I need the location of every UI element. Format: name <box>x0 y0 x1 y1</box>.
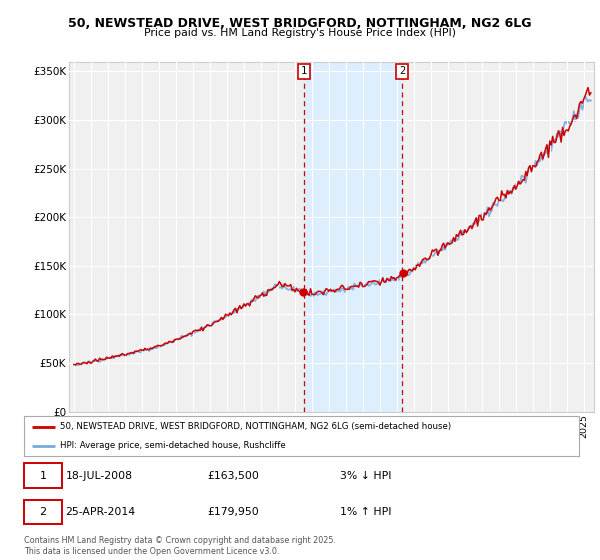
Text: Price paid vs. HM Land Registry's House Price Index (HPI): Price paid vs. HM Land Registry's House … <box>144 28 456 38</box>
Text: Contains HM Land Registry data © Crown copyright and database right 2025.
This d: Contains HM Land Registry data © Crown c… <box>24 536 336 556</box>
Text: £163,500: £163,500 <box>207 470 259 480</box>
Text: 2: 2 <box>399 67 406 77</box>
Text: 50, NEWSTEAD DRIVE, WEST BRIDGFORD, NOTTINGHAM, NG2 6LG: 50, NEWSTEAD DRIVE, WEST BRIDGFORD, NOTT… <box>68 17 532 30</box>
Text: 2: 2 <box>40 507 46 517</box>
Text: 1: 1 <box>301 67 307 77</box>
FancyBboxPatch shape <box>24 500 62 524</box>
Text: 1% ↑ HPI: 1% ↑ HPI <box>340 507 392 517</box>
Text: 3% ↓ HPI: 3% ↓ HPI <box>340 470 392 480</box>
Text: 25-APR-2014: 25-APR-2014 <box>65 507 136 517</box>
Text: HPI: Average price, semi-detached house, Rushcliffe: HPI: Average price, semi-detached house,… <box>60 441 286 450</box>
Text: 18-JUL-2008: 18-JUL-2008 <box>65 470 133 480</box>
Bar <box>304 62 402 412</box>
Text: 1: 1 <box>40 470 46 480</box>
Text: £179,950: £179,950 <box>207 507 259 517</box>
Text: 50, NEWSTEAD DRIVE, WEST BRIDGFORD, NOTTINGHAM, NG2 6LG (semi-detached house): 50, NEWSTEAD DRIVE, WEST BRIDGFORD, NOTT… <box>60 422 451 431</box>
FancyBboxPatch shape <box>24 464 62 488</box>
